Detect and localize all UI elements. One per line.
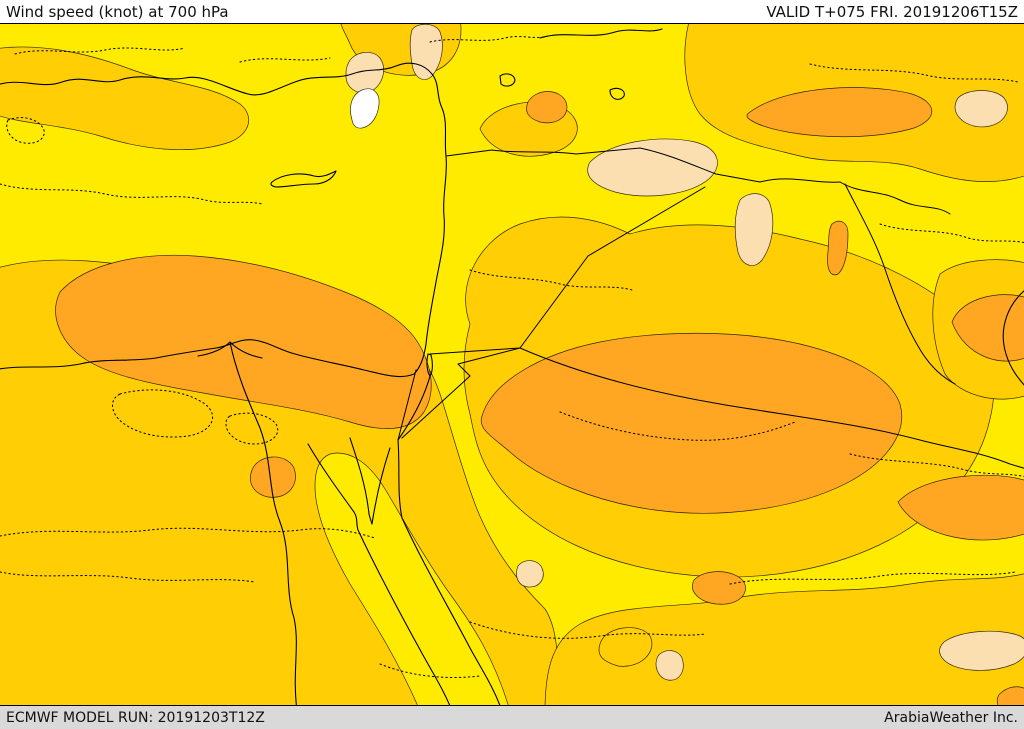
gulf-of-aqaba-west-shore <box>371 447 391 525</box>
gulf-coastline <box>1002 290 1024 386</box>
dotted-contour <box>0 571 256 583</box>
golden-region <box>598 627 653 667</box>
dead-sea-jordan-valley <box>397 353 433 441</box>
orange-core <box>951 294 1024 362</box>
jordan-iraq-border <box>519 255 589 349</box>
cream-patch <box>655 650 684 681</box>
valid-time-label: VALID T+075 FRI. 20191206T15Z <box>766 2 1018 21</box>
white-calm-patch-layer <box>350 88 380 129</box>
syria-iraq-border <box>587 186 706 257</box>
orange-core <box>746 87 933 138</box>
cream-wind-patch-layer <box>345 24 1024 681</box>
cream-patch <box>954 90 1008 128</box>
iran-iraq-border <box>844 183 956 385</box>
dotted-contour <box>849 453 1024 478</box>
black-sea-coastline <box>539 28 663 39</box>
turkey-syria-border <box>445 147 841 183</box>
golden-region <box>0 46 250 150</box>
turkey-iraq-border <box>839 181 951 215</box>
dotted-contour <box>559 411 796 441</box>
cream-patch <box>516 560 544 588</box>
dotted-contour <box>14 47 186 55</box>
dotted-contour <box>0 527 376 539</box>
bottombar: ECMWF MODEL RUN: 20191203T12Z ArabiaWeat… <box>0 705 1024 729</box>
dotted-contour <box>729 571 1016 585</box>
weather-map <box>0 24 1024 705</box>
orange-core <box>55 254 432 429</box>
map-title: Wind speed (knot) at 700 hPa <box>6 2 229 21</box>
nile-river <box>197 341 297 705</box>
dotted-contour <box>239 57 331 63</box>
jordan-saudi-border <box>401 347 521 439</box>
cream-patch <box>734 193 774 266</box>
anatolian-lake <box>499 73 625 100</box>
white-calm-patch <box>350 88 380 129</box>
yellow-corridor-layer <box>314 452 509 705</box>
orange-core <box>480 332 902 514</box>
branding-label: ArabiaWeather Inc. <box>884 709 1018 726</box>
country-border-layer <box>397 147 1024 469</box>
syria-jordan-border <box>429 347 521 355</box>
red-sea-east-shore <box>401 517 501 705</box>
egypt-israel-border <box>397 369 417 441</box>
titlebar: Wind speed (knot) at 700 hPa VALID T+075… <box>0 0 1024 24</box>
orange-wind-core-layer <box>55 87 1024 705</box>
orange-core <box>897 474 1024 541</box>
dotted-contour-layer <box>0 35 1024 678</box>
orange-core <box>827 220 849 276</box>
cyprus-coastline <box>270 170 337 188</box>
cream-patch <box>939 630 1024 671</box>
dotted-contour <box>809 63 1019 83</box>
yellow-corridor <box>314 452 509 705</box>
cream-patch <box>409 24 443 80</box>
orange-core <box>526 91 568 124</box>
orange-core <box>692 571 746 605</box>
gulf-of-aqaba-east-shore <box>397 439 403 519</box>
dotted-contour <box>469 621 706 639</box>
model-run-label: ECMWF MODEL RUN: 20191203T12Z <box>6 709 265 726</box>
dotted-contour <box>379 663 481 678</box>
orange-core <box>996 686 1024 705</box>
gulf-of-suez-east-shore <box>349 437 373 525</box>
iraq-saudi-border <box>519 347 1024 469</box>
dotted-contour <box>469 269 633 291</box>
cream-patch <box>587 138 718 197</box>
dotted-contour <box>6 117 45 144</box>
wind-speed-map-canvas <box>0 24 1024 705</box>
dotted-contour <box>0 183 263 205</box>
mediterranean-levant-coastline <box>0 62 447 378</box>
dotted-contour <box>225 412 279 445</box>
dotted-contour <box>112 389 214 438</box>
orange-core <box>250 456 296 498</box>
